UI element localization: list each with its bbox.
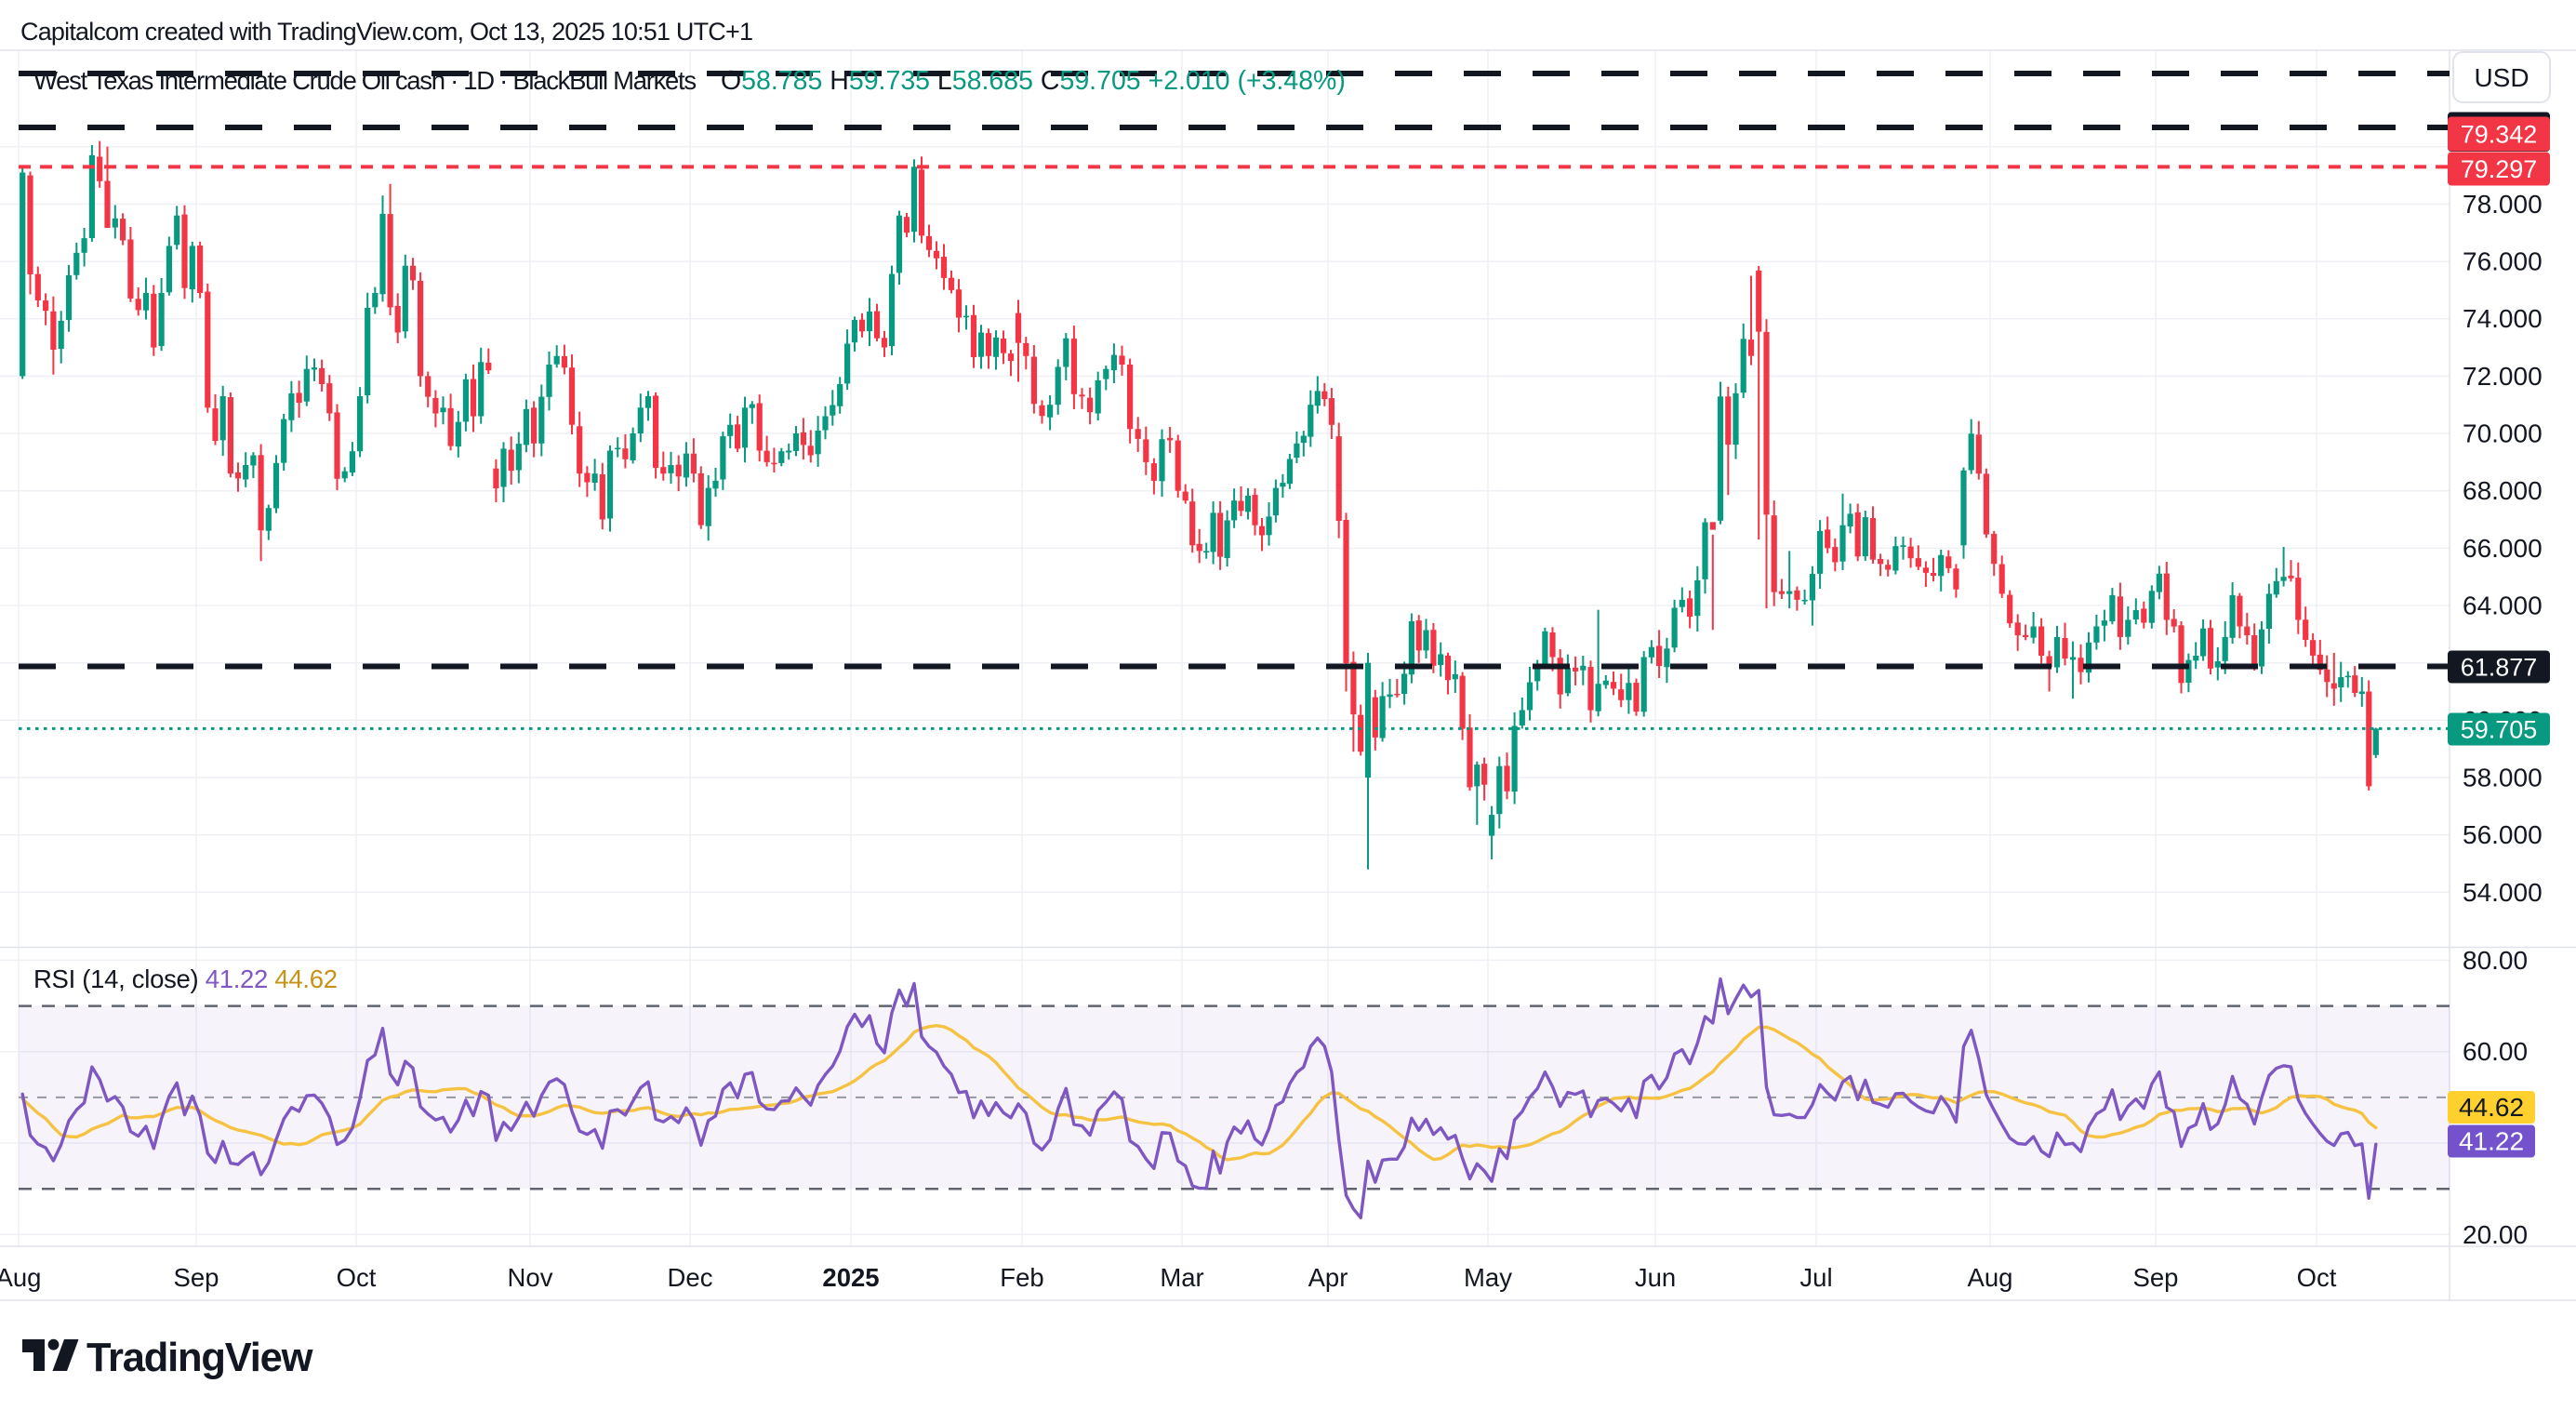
- svg-text:Sep: Sep: [2133, 1263, 2179, 1292]
- svg-text:May: May: [1464, 1263, 1512, 1292]
- svg-text:Sep: Sep: [174, 1263, 219, 1292]
- svg-text:Aug: Aug: [0, 1263, 41, 1292]
- svg-text:70.000: 70.000: [2463, 419, 2543, 448]
- svg-text:Jul: Jul: [1799, 1263, 1832, 1292]
- svg-text:RSI (14, close) 41.22 44.62: RSI (14, close) 41.22 44.62: [33, 964, 338, 993]
- svg-text:2025: 2025: [822, 1263, 879, 1292]
- svg-text:66.000: 66.000: [2463, 534, 2543, 563]
- svg-text:60.00: 60.00: [2463, 1037, 2528, 1066]
- svg-text:68.000: 68.000: [2463, 476, 2543, 505]
- svg-text:Oct: Oct: [337, 1263, 377, 1292]
- svg-text:44.62: 44.62: [2459, 1093, 2524, 1122]
- svg-text:58.000: 58.000: [2463, 764, 2543, 792]
- svg-text:Nov: Nov: [508, 1263, 553, 1292]
- svg-text:Capitalcom created with Tradin: Capitalcom created with TradingView.com,…: [20, 18, 752, 46]
- svg-text:Dec: Dec: [668, 1263, 713, 1292]
- svg-text:56.000: 56.000: [2463, 820, 2543, 849]
- svg-text:USD: USD: [2474, 63, 2529, 92]
- svg-text:West Texas Intermediate Crude: West Texas Intermediate Crude Oil cash ·…: [33, 66, 696, 95]
- svg-text:72.000: 72.000: [2463, 362, 2543, 391]
- svg-text:Jun: Jun: [1635, 1263, 1676, 1292]
- svg-text:64.000: 64.000: [2463, 592, 2543, 620]
- svg-text:79.342: 79.342: [2461, 121, 2538, 149]
- svg-text:78.000: 78.000: [2463, 190, 2543, 219]
- svg-text:Oct: Oct: [2297, 1263, 2337, 1292]
- svg-text:Mar: Mar: [1160, 1263, 1203, 1292]
- svg-text:O58.785 H59.735 L58.685 C59.70: O58.785 H59.735 L58.685 C59.705 +2.010 (…: [721, 66, 1346, 96]
- svg-text:76.000: 76.000: [2463, 247, 2543, 276]
- svg-text:41.22: 41.22: [2459, 1127, 2524, 1156]
- svg-text:59.705: 59.705: [2461, 716, 2538, 744]
- svg-text:20.00: 20.00: [2463, 1220, 2528, 1249]
- svg-text:61.877: 61.877: [2461, 654, 2538, 682]
- svg-text:80.00: 80.00: [2463, 946, 2528, 975]
- svg-text:54.000: 54.000: [2463, 878, 2543, 907]
- svg-text:TradingView: TradingView: [86, 1336, 313, 1380]
- svg-text:79.297: 79.297: [2461, 155, 2538, 183]
- svg-text:74.000: 74.000: [2463, 304, 2543, 333]
- svg-text:Apr: Apr: [1308, 1263, 1348, 1292]
- svg-text:Feb: Feb: [1000, 1263, 1043, 1292]
- svg-text:Aug: Aug: [1968, 1263, 2013, 1292]
